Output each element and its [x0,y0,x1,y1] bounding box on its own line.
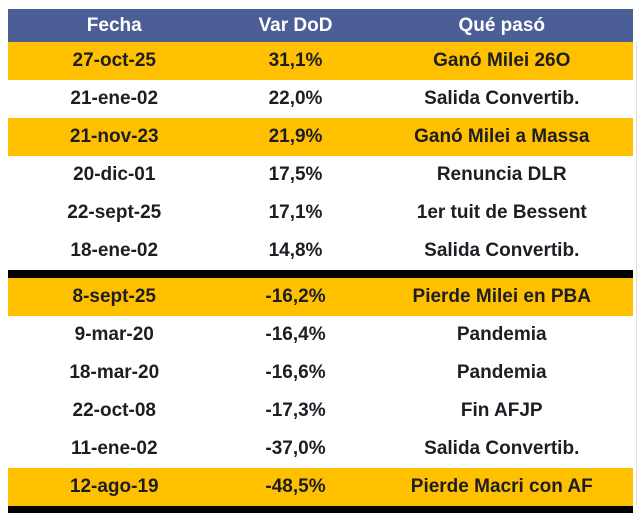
section-divider [8,270,633,278]
event-cell: Ganó Milei 26O [433,50,571,71]
table-row: 18-mar-20 -16,6% Pandemia [8,354,633,392]
date-cell: 22-sept-25 [67,202,162,223]
date-cell: 11-ene-02 [70,438,158,459]
event-cell: Pierde Macri con AF [410,476,593,497]
date-cell: 12-ago-19 [69,476,159,497]
column-header-fecha: Fecha [86,14,142,36]
events-table: Fecha Var DoD Qué pasó 27-oct-25 31,1% Gan… [8,9,633,513]
event-cell: Pandemia [456,324,547,345]
var-dod-cell: 17,5% [268,164,323,185]
var-dod-cell: -17,3% [265,400,326,421]
table-row: 27-oct-25 31,1% Ganó Milei 26O [8,42,633,80]
date-cell: 21-nov-23 [69,126,159,147]
event-cell: Pierde Milei en PBA [412,286,591,307]
var-dod-cell: -16,2% [265,286,326,307]
event-cell: Salida Convertib. [424,438,580,459]
event-cell: Pandemia [456,362,547,383]
event-cell: Salida Convertib. [424,240,580,261]
event-cell: Salida Convertib. [424,88,580,109]
table-row: 18-ene-02 14,8% Salida Convertib. [8,232,633,270]
date-cell: 9-mar-20 [74,324,154,345]
table-body: 27-oct-25 31,1% Ganó Milei 26O 21-ene-02 22,… [8,42,633,506]
date-cell: 27-oct-25 [72,50,156,71]
date-cell: 18-mar-20 [69,362,160,383]
table-row: 22-oct-08 -17,3% Fin AFJP [8,392,633,430]
right-gridline [636,42,637,505]
var-dod-cell: 22,0% [268,88,323,109]
event-cell: Fin AFJP [460,400,543,421]
var-dod-cell: 31,1% [268,50,323,71]
table-row: 21-ene-02 22,0% Salida Convertib. [8,80,633,118]
event-cell: Ganó Milei a Massa [414,126,590,147]
column-header-que-paso: Qué pasó [458,14,546,36]
date-cell: 8-sept-25 [72,286,156,307]
var-dod-cell: 14,8% [268,240,323,261]
var-dod-cell: -16,4% [265,324,326,345]
table-row: 12-ago-19 -48,5% Pierde Macri con AF [8,468,633,506]
var-dod-cell: -37,0% [265,438,326,459]
event-cell: 1er tuit de Bessent [416,202,587,223]
table-row: 20-dic-01 17,5% Renuncia DLR [8,156,633,194]
table-row: 21-nov-23 21,9% Ganó Milei a Massa [8,118,633,156]
table-row: 9-mar-20 -16,4% Pandemia [8,316,633,354]
date-cell: 22-oct-08 [72,400,156,421]
var-dod-cell: 17,1% [268,202,323,223]
var-dod-cell: -48,5% [265,476,326,497]
table-bottom-border [8,506,633,513]
date-cell: 20-dic-01 [73,164,156,185]
table-row: 22-sept-25 17,1% 1er tuit de Bessent [8,194,633,232]
date-cell: 21-ene-02 [70,88,159,109]
table-row: 11-ene-02 -37,0% Salida Convertib. [8,430,633,468]
column-header-var-dod: Var DoD [258,14,333,36]
table-row: 8-sept-25 -16,2% Pierde Milei en PBA [8,278,633,316]
table-header-row: Fecha Var DoD Qué pasó [8,9,633,42]
var-dod-cell: -16,6% [265,362,326,383]
var-dod-cell: 21,9% [268,126,323,147]
event-cell: Renuncia DLR [436,164,567,185]
date-cell: 18-ene-02 [70,240,159,261]
